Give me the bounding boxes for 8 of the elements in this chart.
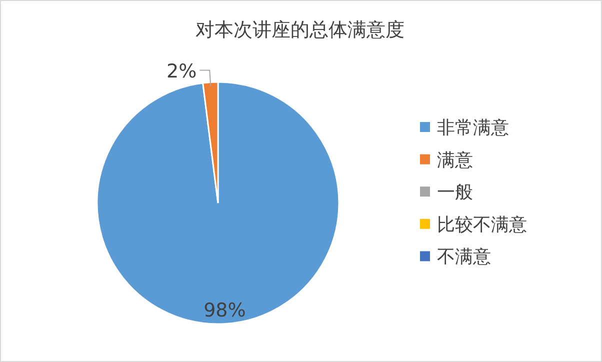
legend-label: 满意 bbox=[437, 150, 473, 171]
chart-title: 对本次讲座的总体满意度 bbox=[196, 19, 404, 41]
data-label: 98% bbox=[204, 299, 246, 322]
legend-label: 非常满意 bbox=[437, 118, 509, 138]
legend-label: 一般 bbox=[437, 182, 473, 204]
data-label: 2% bbox=[166, 60, 197, 82]
legend-label: 比较不满意 bbox=[437, 214, 527, 236]
legend-label: 不满意 bbox=[437, 246, 491, 268]
